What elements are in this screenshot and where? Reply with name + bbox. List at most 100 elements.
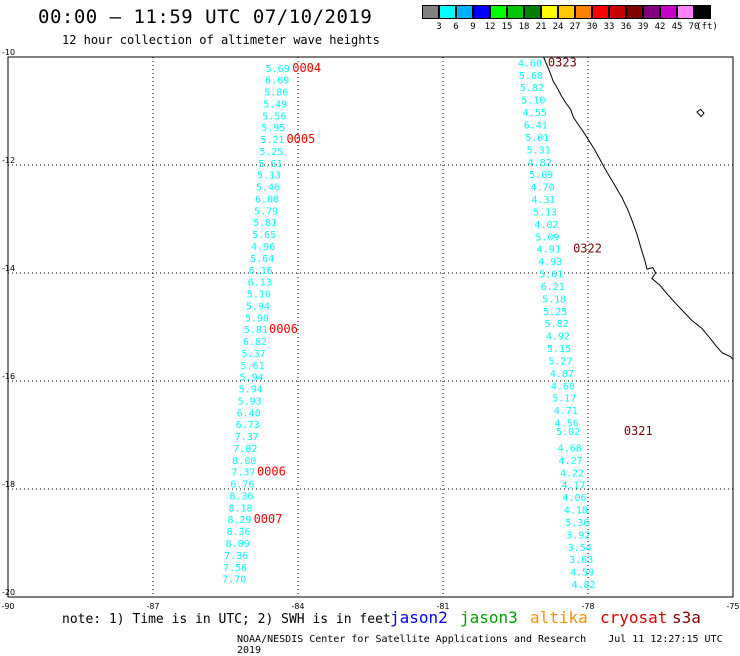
- legend-label: 27: [569, 22, 581, 32]
- legend-swatch: [677, 5, 694, 19]
- x-tick-label: -84: [291, 602, 304, 611]
- swh-value-s3a: 4.70: [531, 183, 555, 194]
- legend-swatch: [473, 5, 490, 19]
- legend-label: 21: [535, 22, 547, 32]
- swh-value-cryosat: 8.00: [232, 456, 256, 467]
- swh-value-s3a: 4.71: [554, 406, 578, 417]
- swh-value-s3a: 4.91: [537, 245, 561, 256]
- legend-swatch: [592, 5, 609, 19]
- swh-value-cryosat: 5.64: [250, 254, 274, 265]
- legend-swatch: [524, 5, 541, 19]
- time-label-s3a: 0322: [573, 242, 602, 256]
- legend-label: 42: [654, 22, 666, 32]
- swh-value-cryosat: 6.82: [243, 337, 267, 348]
- swh-value-s3a: 4.82: [528, 158, 552, 169]
- time-label-s3a: 0321: [624, 424, 653, 438]
- time-label-cryosat: 0004: [292, 61, 321, 75]
- swh-value-cryosat: 5.25: [259, 147, 283, 158]
- swh-value-cryosat: 5.81: [244, 325, 268, 336]
- legend-label: 18: [518, 22, 530, 32]
- legend-label: 24: [552, 22, 564, 32]
- swh-value-cryosat: 5.56: [262, 111, 286, 122]
- swh-value-cryosat: 6.09: [265, 76, 289, 87]
- legend-swatch: [660, 5, 677, 19]
- legend-label: 45: [671, 22, 683, 32]
- swh-value-s3a: 4.60: [551, 381, 575, 392]
- swh-value-cryosat: 8.18: [228, 503, 252, 514]
- color-legend: 3 6 9 12 15 18 21 24 27 30 33 36 39 42 45 70 (ft): [422, 5, 718, 34]
- swh-value-cryosat: 6.13: [248, 278, 272, 289]
- swh-value-s3a: 6.21: [541, 282, 565, 293]
- legend-labels: 3 6 9 12 15 18 21 24 27 30 33 36 39 42 45 70 (ft): [422, 22, 718, 34]
- time-label-cryosat: 0006: [269, 322, 298, 336]
- swh-value-s3a: 4.59: [570, 568, 594, 579]
- legend-swatch: [575, 5, 592, 19]
- legend-swatch: [694, 5, 711, 19]
- swh-value-cryosat: 6.40: [237, 408, 261, 419]
- swh-value-cryosat: 5.65: [252, 230, 276, 241]
- swh-value-cryosat: 5.94: [240, 373, 264, 384]
- swh-value-s3a: 4.56: [555, 419, 579, 430]
- swh-value-cryosat: 5.94: [239, 385, 263, 396]
- legend-swatch: [439, 5, 456, 19]
- swh-value-cryosat: 8.36: [227, 527, 251, 538]
- page-title: 00:00 – 11:59 UTC 07/10/2019: [38, 6, 373, 28]
- y-tick-label: -12: [2, 156, 15, 165]
- swh-value-cryosat: 5.21: [260, 135, 284, 146]
- swh-value-cryosat: 7.56: [223, 563, 247, 574]
- swh-value-s3a: 5.09: [535, 232, 559, 243]
- legend-label: 15: [501, 22, 513, 32]
- swh-value-s3a: 5.82: [545, 319, 569, 330]
- swh-value-s3a: 4.31: [531, 195, 555, 206]
- swh-value-s3a: 5.27: [548, 356, 572, 367]
- legend-swatch: [422, 5, 439, 19]
- plot-frame: [7, 56, 734, 598]
- y-tick-label: -16: [2, 372, 15, 381]
- swh-value-cryosat: 7.37: [231, 468, 255, 479]
- swh-value-cryosat: 5.10: [247, 290, 271, 301]
- legend-swatch: [558, 5, 575, 19]
- swh-value-cryosat: 5.90: [245, 313, 269, 324]
- time-label-cryosat: 0006: [257, 465, 286, 479]
- swh-value-s3a: 5.25: [543, 307, 567, 318]
- satellite-cryosat: cryosat: [600, 608, 668, 627]
- legend-label: 30: [586, 22, 598, 32]
- legend-swatch: [609, 5, 626, 19]
- swh-value-cryosat: 5.13: [257, 171, 281, 182]
- swh-value-s3a: 6.41: [524, 121, 548, 132]
- legend-swatch: [507, 5, 524, 19]
- legend-label: 6: [453, 22, 459, 32]
- x-tick-label: -81: [436, 602, 449, 611]
- swh-value-cryosat: 8.36: [229, 491, 253, 502]
- swh-value-s3a: 5.17: [552, 394, 576, 405]
- swh-value-s3a: 4.27: [559, 456, 583, 467]
- legend-label: 36: [620, 22, 632, 32]
- swh-value-cryosat: 4.96: [251, 242, 275, 253]
- satellite-altika: altika: [530, 608, 588, 627]
- swh-value-cryosat: 6.16: [249, 266, 273, 277]
- legend-label: 9: [470, 22, 476, 32]
- swh-value-cryosat: 5.86: [264, 88, 288, 99]
- y-tick-label: -10: [2, 48, 15, 57]
- swh-value-s3a: 5.82: [520, 83, 544, 94]
- swh-value-s3a: 5.36: [565, 518, 589, 529]
- swh-value-cryosat: 8.29: [227, 515, 251, 526]
- y-tick-label: -20: [2, 588, 15, 597]
- swh-value-s3a: 3.63: [569, 555, 593, 566]
- swh-value-s3a: 5.01: [525, 133, 549, 144]
- swh-value-s3a: 4.82: [572, 580, 596, 591]
- legend-swatch: [626, 5, 643, 19]
- swh-value-s3a: 4.18: [564, 506, 588, 517]
- swh-value-s3a: 3.92: [566, 530, 590, 541]
- swh-value-cryosat: 5.93: [238, 396, 262, 407]
- credit-line: NOAA/NESDIS Center for Satellite Applica…: [237, 634, 740, 656]
- island-outline: [696, 108, 705, 118]
- legend-label: (ft): [696, 22, 718, 32]
- swh-value-cryosat: 7.37: [235, 432, 259, 443]
- swh-value-cryosat: 6.76: [230, 480, 254, 491]
- legend-swatch: [541, 5, 558, 19]
- swh-value-s3a: 4.17: [561, 481, 585, 492]
- swh-value-cryosat: 5.46: [256, 183, 280, 194]
- swh-value-cryosat: 5.37: [241, 349, 265, 360]
